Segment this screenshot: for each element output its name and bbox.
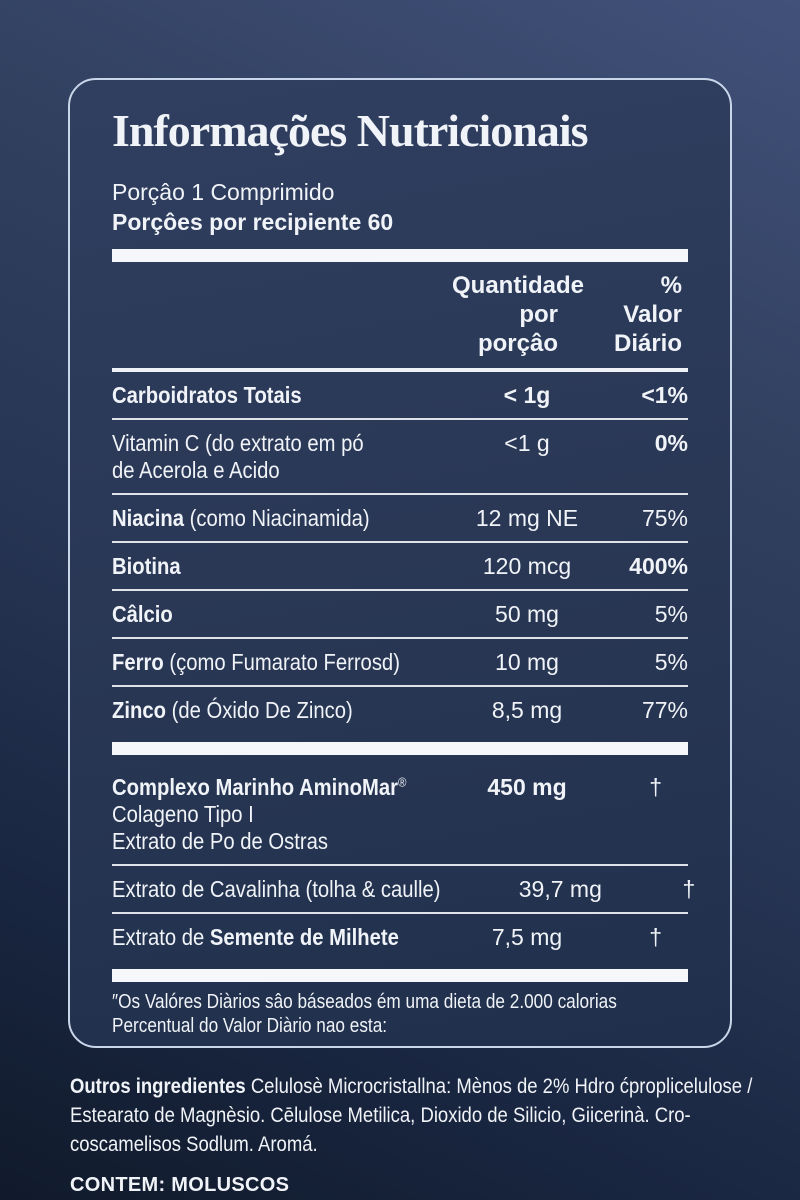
nutrient-name: Extrato de Cavalinha (tolha & caulle) xyxy=(112,875,485,903)
nutrient-daily-value: 5% xyxy=(602,600,688,628)
row-divider xyxy=(112,493,688,495)
percent-value: 0% xyxy=(654,430,688,456)
percent-value: 400% xyxy=(629,553,688,579)
nutrient-daily-value: <1% xyxy=(602,381,688,409)
row-divider xyxy=(112,637,688,639)
header-rule xyxy=(112,368,688,372)
nutrient-daily-value: 400% xyxy=(602,552,688,580)
nutrition-label-panel: Informações Nutricionais Porçâo 1 Compri… xyxy=(68,78,732,1048)
nutrient-amount: 39,7 mg xyxy=(518,876,602,902)
row-divider xyxy=(112,864,688,866)
nutrient-amount: 7,5 mg xyxy=(491,924,563,950)
nutrient-name: Carboidratos Totais xyxy=(112,381,452,409)
header-percent-column: % Valor Diário xyxy=(613,272,682,357)
table-header-row: Quantidade por porçâo % Valor Diário xyxy=(112,271,688,358)
table-row: Extrato de Cavalinha (tolha & caulle) 39,… xyxy=(112,866,695,912)
table-row: Complexo Marinho AminoMar® Colageno Tipo … xyxy=(112,764,688,864)
registered-mark: ® xyxy=(398,774,407,790)
nutrient-name-text: Extrato de Semente de Milhete xyxy=(112,924,399,950)
ingredients-line: coscamelisos Sodlum. Aromá. xyxy=(70,1132,318,1156)
row-divider xyxy=(112,912,688,914)
servings-per-container-line: Porçôes por recipiente 60 xyxy=(112,209,394,235)
nutrient-amount: 10 mg xyxy=(495,649,559,675)
nutrient-name-text: Extrato de Cavalinha (tolha & caulle) xyxy=(112,876,441,902)
table-row: Biotina 120 mcg 400% xyxy=(112,543,688,589)
page-title: Informações Nutricionais xyxy=(112,105,589,156)
footnote-line-2: Percentual do Valor Diàrio nao esta: xyxy=(112,1015,388,1037)
nutrient-subline: de Acerola e Acido xyxy=(112,457,280,483)
separator-bar-top xyxy=(112,249,688,262)
nutrient-name-text: Carboidratos Totais xyxy=(112,382,302,408)
nutrient-name-text: Ferro (çomo Fumarato Ferrosd) xyxy=(112,649,400,675)
nutrient-daily-value: 5% xyxy=(602,648,688,676)
nutrient-amount: 50 mg xyxy=(495,601,559,627)
other-ingredients-paragraph: Outros ingredientes Celulosè Microcrista… xyxy=(70,1072,790,1159)
footnote: ″Os Valóres Diàrios sâo báseados ém uma … xyxy=(112,990,688,1038)
table-row: Carboidratos Totais < 1g <1% xyxy=(112,372,688,418)
row-divider xyxy=(112,418,688,420)
separator-bar-mid xyxy=(112,742,688,755)
ingredients-line: Estearato de Magnèsio. Cēlulose Metilica… xyxy=(70,1103,691,1127)
dagger-symbol: † xyxy=(649,924,662,950)
nutrition-table-body: Carboidratos Totais < 1g <1% Vitamin C (do … xyxy=(112,372,695,982)
dagger-symbol: † xyxy=(649,774,662,800)
nutrient-daily-value: † xyxy=(602,773,688,801)
nutrient-subline: Colageno Tipo I xyxy=(112,801,254,827)
percent-value: 75% xyxy=(641,505,688,531)
row-divider xyxy=(112,589,688,591)
serving-size-line: Porçâo 1 Comprimido xyxy=(112,179,335,205)
nutrient-daily-value: 75% xyxy=(602,504,688,532)
table-row: Niacina (como Niacinamida) 12 mg NE 75% xyxy=(112,495,688,541)
nutrient-name: Complexo Marinho AminoMar® Colageno Tipo … xyxy=(112,773,452,855)
table-row: Zinco (de Óxido De Zinco) 8,5 mg 77% xyxy=(112,687,688,733)
nutrient-name: Extrato de Semente de Milhete xyxy=(112,923,452,951)
percent-value: 77% xyxy=(641,697,688,723)
nutrient-name-text: Vitamin C (do extrato em pó xyxy=(112,430,364,456)
nutrient-name: Ferro (çomo Fumarato Ferrosd) xyxy=(112,648,452,676)
nutrient-amount: 120 mcg xyxy=(482,553,572,579)
nutrient-daily-value: † xyxy=(602,923,688,951)
header-amount-column: Quantidade por porçâo xyxy=(452,272,585,357)
row-divider xyxy=(112,541,688,543)
nutrient-amount: <1 g xyxy=(504,430,550,456)
other-ingredients-label: Outros ingredientes xyxy=(70,1074,246,1098)
separator-bar-bottom xyxy=(112,969,688,982)
nutrient-subline: Extrato de Po de Ostras xyxy=(112,828,328,854)
below-panel-text: Outros ingredientes Celulosè Microcrista… xyxy=(70,1072,790,1197)
nutrient-name: Biotina xyxy=(112,552,452,580)
footnote-line-1: ″Os Valóres Diàrios sâo báseados ém uma … xyxy=(112,991,617,1013)
table-row: Ferro (çomo Fumarato Ferrosd) 10 mg 5% xyxy=(112,639,688,685)
nutrient-name-text: Complexo Marinho AminoMar® xyxy=(112,774,407,800)
nutrient-name: Niacina (como Niacinamida) xyxy=(112,504,452,532)
allergen-statement: CONTEM: MOLUSCOS xyxy=(70,1174,290,1196)
nutrient-amount: 12 mg NE xyxy=(475,505,579,531)
row-divider xyxy=(112,685,688,687)
nutrient-name: Câlcio xyxy=(112,600,452,628)
percent-value: 5% xyxy=(654,649,688,675)
header-spacer xyxy=(112,271,452,358)
nutrient-amount: 8,5 mg xyxy=(491,697,563,723)
nutrient-amount: 450 mg xyxy=(487,774,567,800)
nutrient-daily-value: † xyxy=(635,875,721,903)
nutrient-daily-value: 0% xyxy=(602,429,688,457)
nutrient-name-text: Biotina xyxy=(112,553,181,579)
table-row: Extrato de Semente de Milhete 7,5 mg † xyxy=(112,914,688,960)
table-row: Vitamin C (do extrato em pó de Acerola e … xyxy=(112,420,688,493)
nutrient-amount: < 1g xyxy=(503,382,551,408)
nutrient-name-text: Niacina (como Niacinamida) xyxy=(112,505,370,531)
percent-value: 5% xyxy=(654,601,688,627)
nutrient-name-text: Câlcio xyxy=(112,601,173,627)
nutrient-daily-value: 77% xyxy=(602,696,688,724)
nutrient-name-text: Zinco (de Óxido De Zinco) xyxy=(112,697,353,723)
nutrient-name: Zinco (de Óxido De Zinco) xyxy=(112,696,452,724)
ingredients-line: Outros ingredientes Celulosè Microcrista… xyxy=(70,1074,753,1098)
table-row: Câlcio 50 mg 5% xyxy=(112,591,688,637)
percent-value: <1% xyxy=(641,382,688,408)
dagger-symbol: † xyxy=(682,876,696,902)
nutrient-name: Vitamin C (do extrato em pó de Acerola e … xyxy=(112,429,452,484)
